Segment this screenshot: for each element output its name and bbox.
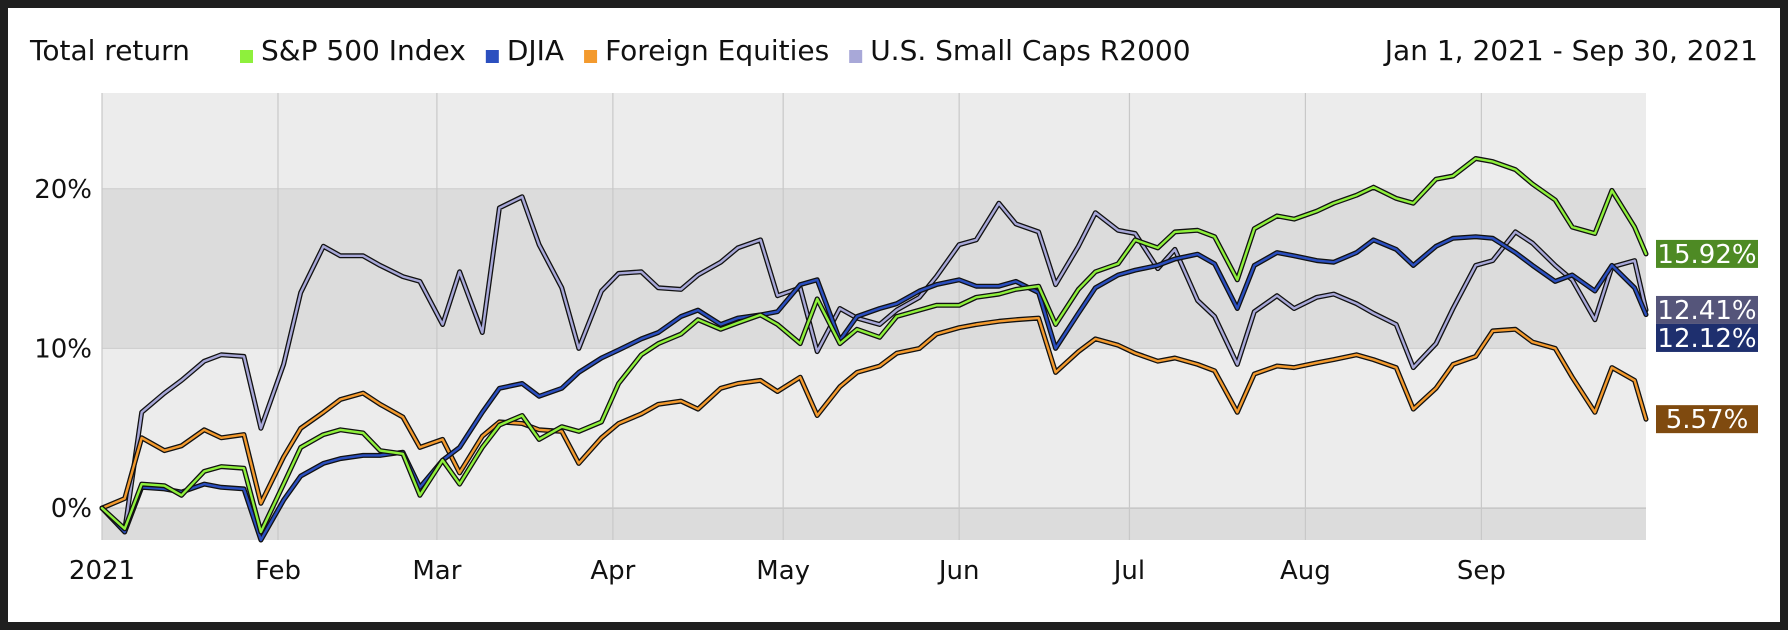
end-value-label: 12.12% — [1656, 323, 1758, 354]
chart-title: Total return — [29, 34, 190, 67]
end-value-label: 5.57% — [1656, 405, 1758, 435]
x-tick-label: Aug — [1280, 556, 1331, 586]
legend-label: S&P 500 Index — [261, 34, 466, 67]
legend-label: DJIA — [507, 34, 564, 67]
end-value-label: 15.92% — [1656, 239, 1758, 270]
y-tick-label: 0% — [51, 494, 92, 524]
x-tick-label: Sep — [1457, 556, 1506, 586]
chart-legend: S&P 500 Index DJIA Foreign Equities U.S. Sm… — [240, 34, 1191, 67]
x-tick-label: Mar — [412, 556, 461, 586]
end-value-label-text: 15.92% — [1657, 240, 1756, 270]
series-end-labels: 15.92% 12.41%12.12% 5.57% — [1656, 239, 1758, 435]
series-line — [100, 157, 1648, 534]
end-value-label-box — [1656, 323, 1758, 352]
series-line — [100, 235, 1648, 542]
y-tick-label: 20% — [34, 175, 92, 205]
legend-label: Foreign Equities — [605, 34, 829, 67]
end-value-label-text: 5.57% — [1666, 405, 1749, 435]
series-line — [100, 195, 1648, 532]
background-band — [102, 93, 1646, 189]
x-tick-label: Jun — [937, 556, 980, 586]
background-band — [102, 508, 1646, 540]
legend-swatch — [849, 50, 863, 63]
legend-label: U.S. Small Caps R2000 — [870, 34, 1190, 67]
background-band — [102, 348, 1646, 509]
end-value-label-box — [1656, 405, 1758, 434]
end-value-label-box — [1656, 295, 1758, 324]
x-tick-label: Feb — [255, 556, 301, 586]
end-value-label: 12.41% — [1656, 295, 1758, 326]
x-tick-label: Jul — [1112, 556, 1145, 586]
x-axis-tick-labels: 2021 Feb Mar Apr May Jun Jul Aug Sep — [69, 556, 1506, 586]
date-range-label: Jan 1, 2021 - Sep 30, 2021 — [1383, 34, 1758, 67]
legend-swatch — [240, 50, 253, 63]
end-value-label-text: 12.41% — [1657, 296, 1756, 326]
series-line — [100, 316, 1648, 510]
chart-bands — [102, 93, 1646, 540]
legend-swatch — [485, 50, 499, 63]
chart-header: Total return S&P 500 Index DJIA Foreign Eq… — [29, 34, 1758, 67]
chart-frame: 0% 10% 20% 2021 Feb Mar Apr May Jun Jul Aug Sep 15… — [8, 8, 1780, 622]
chart-canvas: 0% 10% 20% 2021 Feb Mar Apr May Jun Jul Aug Sep 15… — [29, 34, 1758, 586]
x-tick-label: 2021 — [69, 556, 135, 586]
y-axis-tick-labels: 0% 10% 20% — [34, 175, 92, 524]
x-tick-label: May — [756, 556, 810, 586]
chart-series-layer — [99, 156, 1649, 543]
x-tick-label: Apr — [590, 556, 635, 586]
end-value-label-text: 12.12% — [1657, 324, 1756, 354]
legend-swatch — [584, 50, 598, 63]
y-tick-label: 10% — [34, 334, 92, 364]
end-value-label-box — [1656, 239, 1758, 268]
